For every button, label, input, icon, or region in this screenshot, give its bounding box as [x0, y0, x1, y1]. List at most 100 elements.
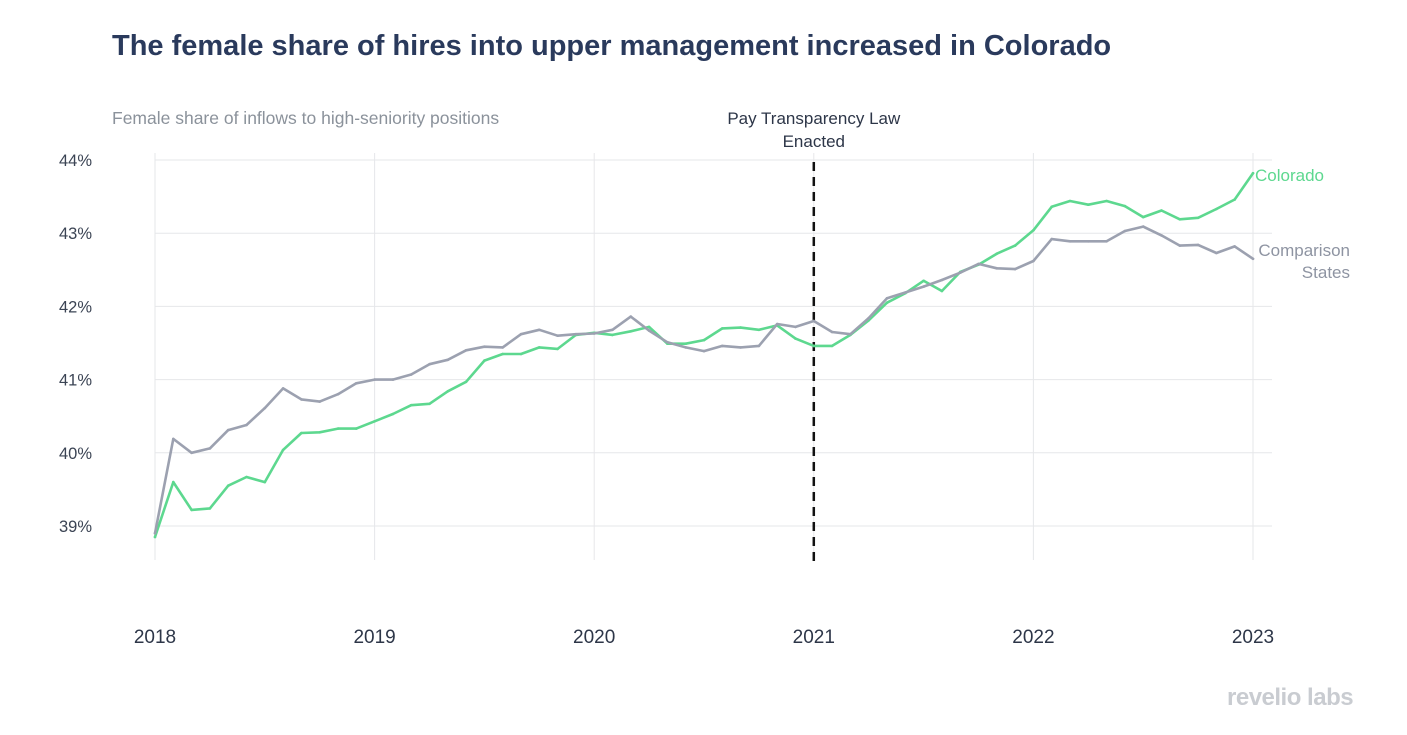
data-point — [940, 278, 944, 282]
data-point — [1196, 216, 1200, 220]
annotation-label: Pay Transparency Law — [727, 109, 901, 128]
y-tick-label: 44% — [59, 152, 92, 170]
data-point — [1123, 204, 1127, 208]
y-tick-label: 40% — [59, 445, 92, 463]
x-axis: 2018 2019 2020 2021 2022 2023 — [134, 627, 1274, 648]
data-point — [501, 352, 505, 356]
data-point — [721, 344, 724, 348]
data-point — [775, 322, 779, 326]
data-point — [1233, 198, 1236, 201]
data-point — [409, 403, 413, 407]
data-point — [757, 344, 761, 348]
data-point — [245, 423, 248, 427]
y-tick-label: 39% — [59, 518, 92, 536]
data-point — [391, 412, 395, 416]
data-point — [483, 359, 486, 362]
data-point — [300, 398, 303, 401]
data-point — [172, 437, 175, 441]
data-point — [446, 358, 450, 362]
data-point — [263, 480, 267, 484]
data-point — [373, 420, 376, 423]
data-point — [867, 316, 870, 320]
data-point — [355, 427, 358, 430]
colorado-line — [153, 171, 1255, 539]
data-point — [684, 346, 687, 349]
data-point — [1178, 218, 1182, 221]
series-labels: Colorado Comparison States — [1255, 166, 1350, 282]
data-point — [556, 334, 559, 338]
brand-logo: revelio labs — [1227, 684, 1354, 711]
series-label: States — [1302, 263, 1350, 282]
data-point — [629, 315, 633, 318]
x-tick-label: 2020 — [573, 627, 615, 648]
data-point — [574, 332, 578, 336]
data-point — [556, 347, 559, 351]
data-point — [1160, 234, 1163, 237]
data-point — [1105, 240, 1108, 243]
data-point — [1013, 267, 1017, 271]
data-point — [885, 301, 889, 305]
data-point — [1160, 209, 1163, 212]
x-tick-label: 2021 — [793, 627, 835, 648]
y-tick-label: 41% — [59, 372, 92, 390]
data-point — [1068, 240, 1072, 243]
data-point — [1196, 243, 1200, 247]
data-point — [190, 508, 193, 512]
series-label: Colorado — [1255, 166, 1324, 185]
data-point — [153, 532, 157, 535]
data-point — [885, 297, 889, 300]
data-point — [190, 451, 193, 455]
chart-subtitle: Female share of inflows to high-seniorit… — [112, 108, 500, 128]
data-point — [428, 402, 431, 406]
data-point — [794, 325, 797, 329]
data-point — [208, 507, 212, 510]
data-point — [226, 484, 230, 488]
data-point — [1087, 203, 1090, 206]
data-point — [812, 344, 816, 348]
data-point — [538, 346, 541, 349]
annotation: Pay Transparency Law Enacted — [727, 109, 901, 562]
data-point — [647, 325, 651, 329]
data-point — [1050, 205, 1053, 209]
data-point — [318, 431, 322, 434]
data-point — [1251, 257, 1255, 261]
colorado-points — [153, 171, 1255, 539]
data-point — [1141, 225, 1145, 228]
data-point — [977, 262, 980, 266]
data-point — [519, 332, 523, 336]
y-tick-label: 43% — [59, 225, 92, 243]
data-point — [849, 332, 852, 336]
data-point — [336, 392, 340, 396]
data-point — [922, 285, 925, 288]
data-point — [300, 431, 303, 435]
data-point — [464, 380, 468, 384]
data-point — [666, 341, 669, 344]
data-point — [208, 447, 212, 450]
data-point — [263, 406, 267, 410]
data-point — [1215, 251, 1218, 255]
x-tick-label: 2022 — [1012, 627, 1054, 648]
data-point — [958, 271, 962, 275]
data-point — [812, 319, 816, 323]
data-point — [336, 427, 340, 430]
data-point — [995, 252, 999, 255]
data-point — [1068, 199, 1072, 203]
data-point — [684, 342, 687, 346]
x-tick-label: 2018 — [134, 627, 176, 648]
data-point — [922, 279, 925, 283]
data-point — [830, 330, 834, 334]
annotation-label: Enacted — [783, 132, 845, 151]
data-point — [1105, 199, 1108, 203]
data-point — [721, 327, 724, 330]
data-point — [281, 448, 285, 452]
data-point — [1087, 240, 1090, 243]
data-point — [538, 328, 541, 332]
data-point — [702, 338, 706, 342]
data-point — [501, 346, 505, 349]
data-point — [1032, 259, 1035, 263]
data-point — [318, 400, 322, 403]
data-point — [794, 337, 797, 340]
data-point — [1178, 244, 1182, 247]
data-point — [739, 326, 742, 329]
